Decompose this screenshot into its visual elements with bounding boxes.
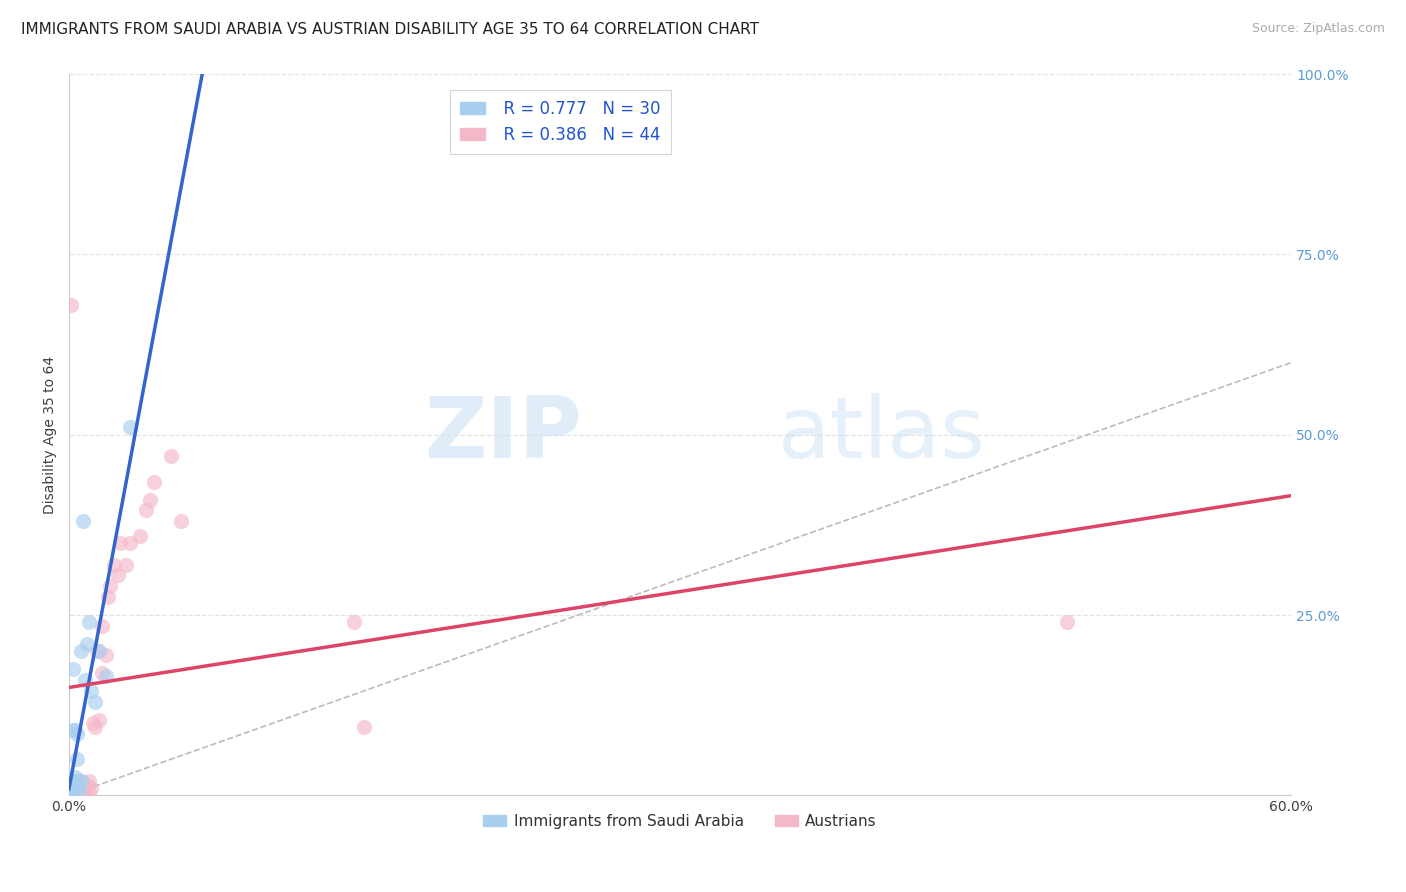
Point — [62, 785, 84, 799]
Point — [72, 514, 94, 528]
Point — [59, 785, 82, 799]
Point — [103, 558, 125, 572]
Point — [59, 298, 82, 312]
Point — [63, 778, 86, 792]
Point — [70, 774, 93, 789]
Point — [84, 720, 107, 734]
Point — [159, 450, 181, 464]
Point — [72, 781, 94, 796]
Point — [108, 536, 131, 550]
Point — [59, 785, 82, 799]
Point — [80, 781, 103, 796]
Point — [62, 723, 84, 738]
Point — [115, 558, 138, 572]
Point — [59, 781, 82, 796]
Point — [89, 713, 111, 727]
Point — [90, 665, 112, 680]
Point — [76, 637, 98, 651]
Point — [79, 615, 101, 630]
Point — [94, 669, 117, 683]
Text: IMMIGRANTS FROM SAUDI ARABIA VS AUSTRIAN DISABILITY AGE 35 TO 64 CORRELATION CHA: IMMIGRANTS FROM SAUDI ARABIA VS AUSTRIAN… — [21, 22, 759, 37]
Point — [82, 716, 104, 731]
Point — [70, 774, 93, 789]
Point — [66, 781, 89, 796]
Point — [76, 778, 98, 792]
Point — [62, 778, 84, 792]
Point — [84, 695, 107, 709]
Point — [63, 785, 86, 799]
Point — [66, 727, 89, 741]
Point — [63, 770, 86, 784]
Point — [67, 785, 90, 799]
Point — [129, 529, 152, 543]
Point — [97, 590, 120, 604]
Point — [1056, 615, 1078, 630]
Point — [143, 475, 166, 489]
Point — [62, 774, 84, 789]
Point — [107, 568, 129, 582]
Point — [80, 683, 103, 698]
Point — [90, 619, 112, 633]
Point — [86, 644, 108, 658]
Point — [59, 781, 82, 796]
Point — [89, 644, 111, 658]
Point — [75, 785, 97, 799]
Y-axis label: Disability Age 35 to 64: Disability Age 35 to 64 — [44, 356, 58, 514]
Point — [66, 752, 89, 766]
Point — [118, 420, 141, 434]
Legend: Immigrants from Saudi Arabia, Austrians: Immigrants from Saudi Arabia, Austrians — [477, 807, 883, 835]
Point — [62, 785, 84, 799]
Point — [62, 662, 84, 676]
Point — [59, 774, 82, 789]
Point — [72, 785, 94, 799]
Point — [139, 492, 162, 507]
Point — [67, 778, 90, 792]
Point — [353, 720, 375, 734]
Point — [62, 785, 84, 799]
Point — [67, 774, 90, 789]
Point — [94, 648, 117, 662]
Point — [98, 579, 121, 593]
Point — [66, 781, 89, 796]
Point — [62, 774, 84, 789]
Point — [70, 785, 93, 799]
Point — [63, 778, 86, 792]
Point — [118, 536, 141, 550]
Point — [66, 785, 89, 799]
Point — [59, 785, 82, 799]
Point — [135, 503, 157, 517]
Point — [75, 673, 97, 687]
Point — [67, 785, 90, 799]
Point — [70, 644, 93, 658]
Point — [59, 785, 82, 799]
Point — [170, 514, 193, 528]
Text: atlas: atlas — [778, 393, 986, 476]
Point — [59, 785, 82, 799]
Point — [343, 615, 366, 630]
Point — [79, 785, 101, 799]
Text: ZIP: ZIP — [425, 393, 582, 476]
Point — [79, 774, 101, 789]
Point — [63, 723, 86, 738]
Text: Source: ZipAtlas.com: Source: ZipAtlas.com — [1251, 22, 1385, 36]
